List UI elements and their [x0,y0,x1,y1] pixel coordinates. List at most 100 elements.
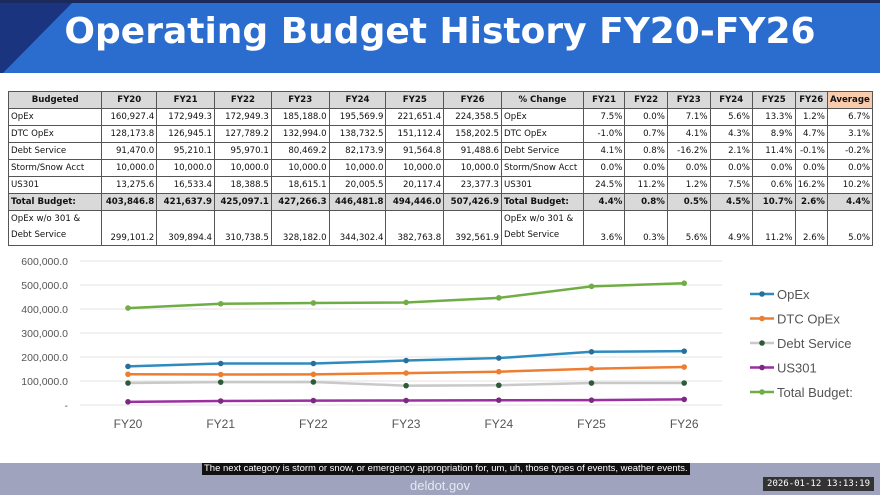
subtitle-caption: The next category is storm or snow, or e… [202,463,690,475]
data-point [217,379,224,385]
change-cell: 0.6% [751,176,796,194]
budget-cell: 138,732.5 [328,125,387,143]
change-cell: 4.9% [709,210,753,246]
budget-table: Budgeted FY20 FY21 FY22 FY23 FY24 FY25 FY26% Ch… [7,91,874,246]
change-cell: -0.2% [826,142,874,160]
data-point [496,368,502,375]
change-cell: 16.2% [794,176,828,194]
budget-cell: 10,000.0 [328,159,387,177]
data-point [217,371,224,378]
budget-cell: 382,763.8 [385,210,445,246]
x-tick-label: FY22 [299,417,328,431]
change-cell: 2.1% [709,142,753,160]
banner-accent [0,3,72,73]
budget-cell: 10,000.0 [385,159,445,177]
budget-cell: 427,266.3 [270,193,330,211]
budget-cell: 507,426.9 [443,193,502,211]
budget-cell: 344,302.4 [328,210,387,246]
budget-header-cell: FY25 [385,91,445,109]
budget-cell: 20,117.4 [385,176,445,194]
x-tick-label: FY23 [392,417,421,431]
data-point [125,380,131,386]
data-point [125,399,131,405]
budget-cell: 13,275.6 [101,176,158,194]
row-label: OpEx [501,108,584,126]
title-banner: Operating Budget History FY20-FY26 [0,0,880,73]
change-cell: 0.8% [624,142,668,160]
data-point [217,360,224,367]
change-cell: 6.7% [826,108,874,126]
budget-cell: 10,000.0 [443,159,502,177]
legend-label: US301 [777,361,817,376]
budget-header-cell: FY22 [214,91,272,109]
data-point [681,364,687,370]
change-header-cell: FY23 [666,91,711,109]
budget-cell: 126,945.1 [156,125,215,143]
row-label: OpEx w/o 301 & Debt Service [501,210,584,246]
change-cell: 10.7% [751,193,796,211]
change-cell: 0.0% [582,159,626,177]
budget-cell: 10,000.0 [270,159,330,177]
change-cell: 13.3% [751,108,796,126]
budget-cell: 127,789.2 [214,125,272,143]
change-cell: 0.5% [666,193,711,211]
change-cell: 2.6% [794,193,828,211]
data-point [217,301,224,307]
change-cell: 11.2% [624,176,668,194]
change-cell: -0.1% [794,142,828,160]
change-cell: 1.2% [794,108,828,126]
data-point [588,380,595,386]
change-cell: 0.0% [666,159,711,177]
change-cell: 0.3% [624,210,668,246]
budget-cell: 309,894.4 [156,210,215,246]
change-header-cell: FY21 [582,91,626,109]
table-header-row: Budgeted FY20 FY21 FY22 FY23 FY24 FY25 FY26% Ch… [7,91,874,109]
row-label: Total Budget: [7,193,103,211]
change-cell: 4.1% [666,125,711,143]
change-cell: 3.6% [582,210,626,246]
data-point [681,280,687,287]
change-cell: 11.4% [751,142,796,160]
budget-header-cell: FY21 [156,91,215,109]
budget-cell: 172,949.3 [156,108,215,126]
change-cell: 7.5% [709,176,753,194]
change-cell: 0.8% [624,193,668,211]
budget-cell: 23,377.3 [443,176,502,194]
data-point [403,397,409,404]
data-point [403,357,409,364]
x-tick-label: FY24 [484,417,513,431]
change-cell: 5.6% [709,108,753,126]
legend-label: Total Budget: [777,385,853,400]
budget-header-cell: Budgeted [7,91,103,109]
change-cell: -1.0% [582,125,626,143]
change-cell: 24.5% [582,176,626,194]
table-row: Debt Service 91,470.0 95,210.1 95,970.1 80,4… [7,142,874,160]
row-label: US301 [501,176,584,194]
data-point [496,382,502,389]
change-header-cell: FY25 [751,91,796,109]
change-cell: 4.4% [582,193,626,211]
budget-header-cell: FY20 [101,91,158,109]
page-title: Operating Budget History FY20-FY26 [64,11,816,52]
row-label: Storm/Snow Acct [7,159,103,177]
change-cell: 7.5% [582,108,626,126]
legend-label: DTC OpEx [777,312,840,327]
legend-marker [759,315,765,322]
x-tick-label: FY20 [114,417,143,431]
budget-line-chart: - 100,000.0 200,000.0 300,000.0 400,000.0 500… [21,256,853,431]
legend-label: OpEx [777,287,810,302]
change-cell: 4.7% [794,125,828,143]
row-label: Debt Service [501,142,584,160]
site-watermark: deldot.gov [410,478,470,493]
budget-cell: 95,970.1 [214,142,272,160]
table-row: Total Budget: 403,846.8 421,637.9 425,097.1… [7,193,874,211]
change-cell: 4.3% [709,125,753,143]
budget-cell: 310,738.5 [214,210,272,246]
budget-cell: 494,446.0 [385,193,445,211]
change-cell: 8.9% [751,125,796,143]
table-row: DTC OpEx 128,173.8 126,945.1 127,789.2 132,9… [7,125,874,143]
budget-cell: 185,188.0 [270,108,330,126]
data-point [310,360,317,367]
y-tick-label: 300,000.0 [21,328,68,340]
data-point [310,371,317,378]
